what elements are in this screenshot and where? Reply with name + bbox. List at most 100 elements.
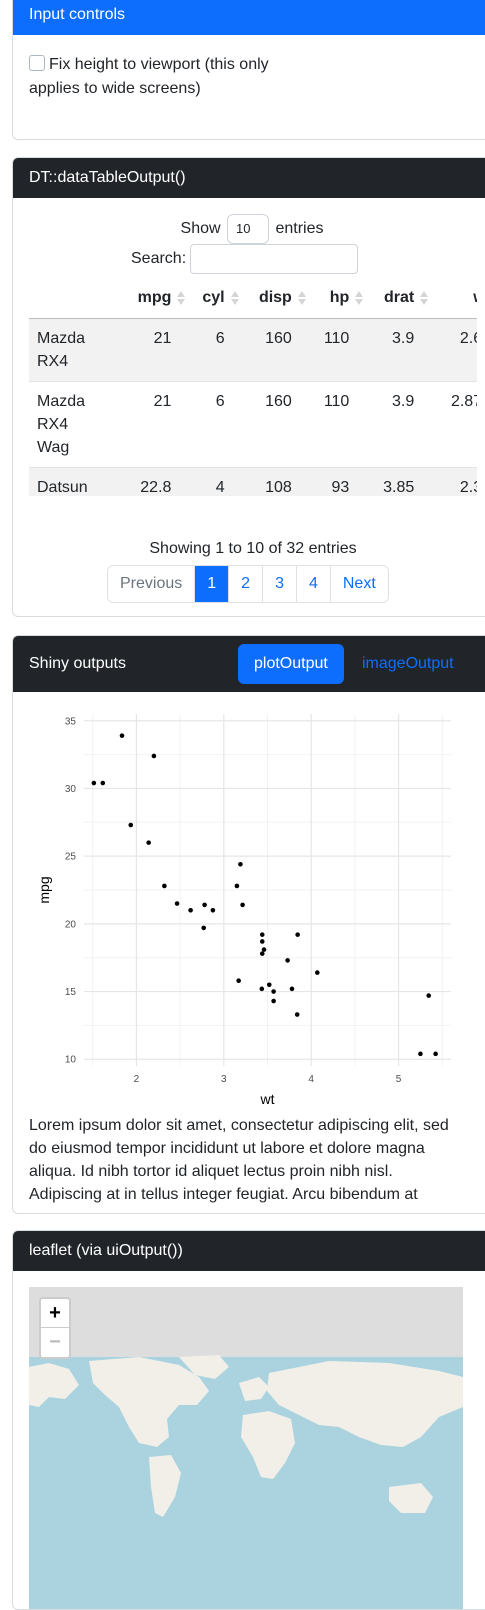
column-header-mpg[interactable]: mpg (121, 278, 190, 319)
scatter-plot: 2 3 4 5 10 15 20 25 30 35 wt mpg (29, 704, 477, 1107)
data-point (433, 1051, 438, 1057)
tab-plot-output[interactable]: plotOutput (238, 644, 344, 684)
page-2-button[interactable]: 2 (228, 566, 262, 602)
data-point (289, 986, 295, 992)
data-point (285, 958, 290, 963)
show-label: Show (180, 220, 221, 238)
y-tick-label: 35 (65, 716, 77, 727)
y-tick-label: 25 (65, 852, 77, 863)
landmass-south-america (149, 1455, 181, 1517)
data-point (162, 883, 167, 889)
row-name-line1: Mazda (37, 392, 86, 410)
zoom-in-button[interactable]: + (41, 1299, 69, 1328)
row-name-line2: RX4 (37, 352, 69, 370)
y-tick-label: 20 (65, 919, 77, 930)
cell-hp: 110 (309, 318, 368, 382)
fix-height-checkbox-row[interactable]: Fix height to viewport (this only applie… (13, 35, 485, 101)
search-label: Search: (131, 250, 187, 268)
data-point (100, 780, 106, 786)
landmass-greenland (179, 1355, 229, 1379)
landmass-europe (239, 1377, 269, 1401)
data-point (210, 908, 216, 913)
cell-cyl: 4 (189, 467, 243, 496)
shiny-outputs-title: Shiny outputs (29, 655, 126, 672)
cell-disp: 160 (242, 318, 310, 382)
data-point (174, 901, 180, 906)
search-input[interactable] (190, 244, 359, 274)
row-name-cell: Mazda RX4 (29, 318, 121, 382)
x-tick-label: 5 (396, 1074, 402, 1085)
page-3-button[interactable]: 3 (262, 566, 296, 602)
column-header-disp[interactable]: disp (242, 278, 310, 319)
entries-length-control: Show 10 entries (13, 198, 485, 244)
page-4-button[interactable]: 4 (295, 566, 330, 602)
data-point (426, 993, 432, 998)
data-point (259, 986, 265, 992)
data-point (240, 902, 245, 908)
page-1-button[interactable]: 1 (194, 566, 229, 602)
row-name-cell: Mazda RX4 Wag (29, 381, 121, 468)
data-table: mpgcyldisphpdratwt MazdaRX42161601103.92… (29, 278, 477, 496)
sort-arrows-icon (297, 291, 306, 305)
x-axis-title: wt (260, 1091, 275, 1104)
table-scroll-area[interactable]: mpgcyldisphpdratwt MazdaRX42161601103.92… (29, 278, 477, 496)
data-point (91, 780, 97, 786)
sort-arrows-icon (230, 291, 239, 305)
world-landmass (29, 1355, 463, 1517)
data-point (234, 883, 240, 889)
leaflet-card: leaflet (via uiOutput()) + − (12, 1230, 485, 1610)
data-point (295, 932, 300, 937)
cell-mpg: 21 (121, 318, 190, 382)
row-name-line1: Mazda (37, 329, 86, 347)
next-page-button[interactable]: Next (329, 566, 388, 602)
cell-disp: 160 (242, 381, 310, 468)
x-tick-label: 4 (308, 1074, 314, 1085)
column-header-cyl[interactable]: cyl (189, 278, 243, 319)
tab-image-output[interactable]: imageOutput (362, 655, 454, 672)
data-point (315, 970, 320, 975)
entries-select[interactable]: 10 (227, 214, 269, 244)
column-header-hp[interactable]: hp (309, 278, 368, 319)
data-point (259, 932, 265, 937)
cell-wt: 2.62 (432, 318, 477, 382)
column-header-wt[interactable]: wt (432, 278, 477, 319)
data-point (146, 840, 151, 845)
column-header-drat[interactable]: drat (367, 278, 433, 319)
data-point (119, 733, 125, 738)
datatable-header: DT::dataTableOutput() (13, 158, 485, 198)
row-name-cell: Datsun 710 (29, 467, 121, 496)
landmass-australia (389, 1483, 433, 1513)
landmass-asia (267, 1361, 463, 1447)
map-polar-band (29, 1287, 463, 1357)
landmass-north-america (89, 1357, 209, 1447)
search-control: Search: (13, 244, 485, 274)
data-point (238, 861, 243, 867)
zoom-out-button[interactable]: − (49, 1331, 61, 1353)
input-controls-card: Input controls Fix height to viewport (t… (12, 0, 485, 140)
cell-mpg: 22.8 (121, 467, 190, 496)
leaflet-map[interactable]: + − (29, 1287, 463, 1609)
data-point (271, 998, 276, 1004)
data-point (151, 753, 157, 759)
x-tick-label: 2 (134, 1074, 140, 1085)
cell-hp: 110 (309, 381, 368, 468)
previous-page-button[interactable]: Previous (120, 575, 183, 592)
x-tick-label: 3 (221, 1074, 227, 1085)
data-point (266, 982, 272, 988)
data-point (128, 822, 134, 828)
cell-drat: 3.9 (367, 381, 433, 468)
fix-height-label-line1: Fix height to viewport (this only (49, 56, 269, 73)
cell-wt: 2.875 (432, 381, 477, 468)
pagination: Previous 1 2 3 4 Next (107, 565, 389, 603)
data-point (259, 951, 265, 956)
sort-arrows-icon (355, 291, 364, 305)
datatable-card: DT::dataTableOutput() Show 10 entries Se… (12, 157, 485, 617)
input-controls-header: Input controls (13, 0, 485, 35)
fix-height-checkbox[interactable] (29, 55, 45, 71)
entries-label: entries (275, 220, 324, 238)
sort-arrows-icon (420, 291, 429, 305)
data-point (259, 939, 265, 944)
